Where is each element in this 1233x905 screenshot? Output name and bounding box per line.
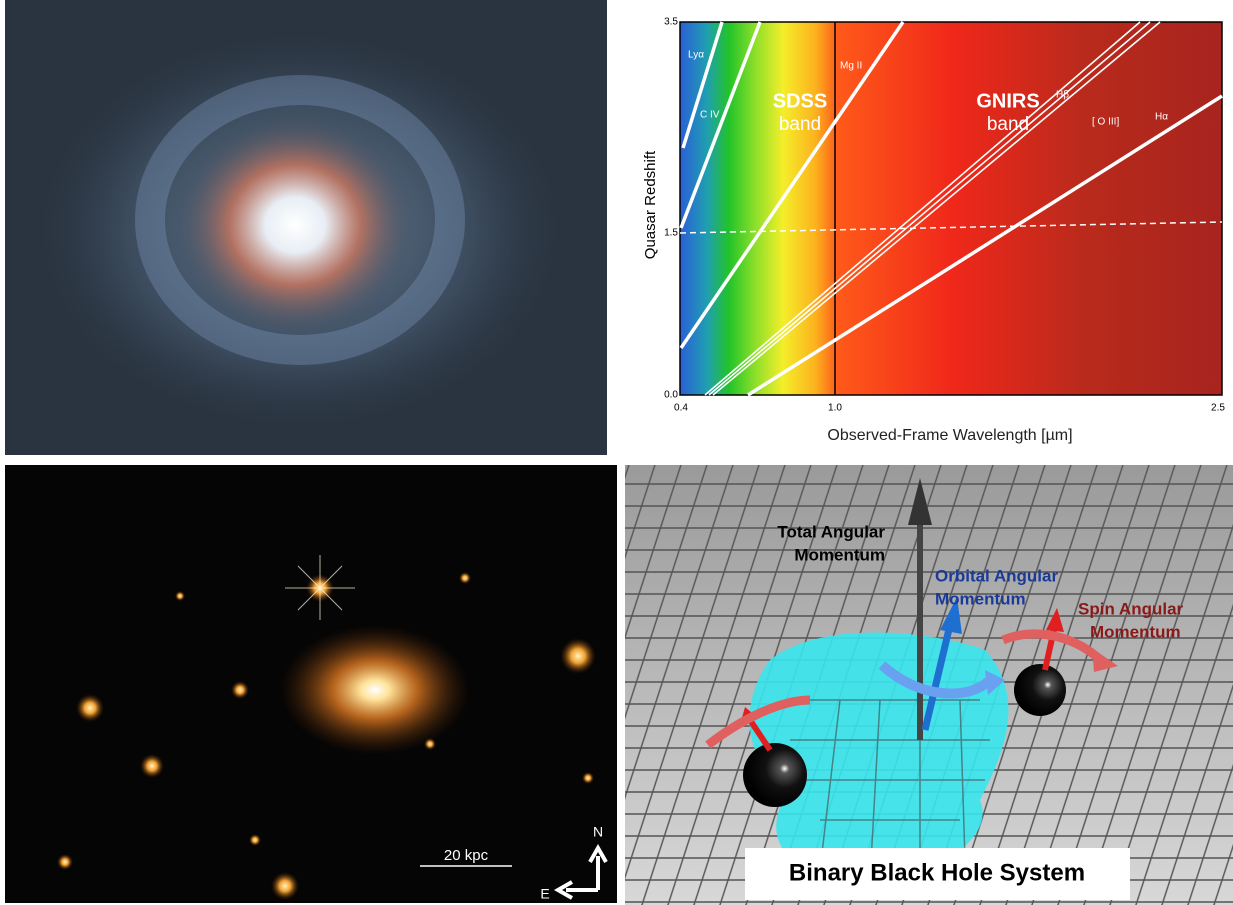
galaxy: [424, 738, 436, 750]
arrowhead: [1046, 608, 1064, 632]
spectral-line: [704, 21, 1141, 396]
line-label: Hβ: [1056, 90, 1069, 101]
compass: [553, 843, 608, 900]
y-tick-label: 3.5: [664, 17, 678, 28]
spectral-line: [679, 21, 905, 349]
arrowhead: [1092, 648, 1118, 672]
black-hole: [743, 743, 807, 807]
black-hole-diagram: [625, 465, 1233, 905]
diagram-label: Orbital Angular: [935, 566, 1058, 585]
x-axis-label: Observed-Frame Wavelength [µm]: [827, 427, 1072, 444]
arrowhead: [908, 478, 932, 525]
line-label: [ O III]: [1092, 117, 1119, 128]
line-label: Mg II: [840, 61, 862, 72]
arrowhead: [985, 670, 1005, 695]
black-hole: [1014, 664, 1066, 716]
galaxy: [560, 638, 596, 674]
spectral-line: [681, 21, 724, 149]
galaxy: [140, 754, 164, 778]
diagram-label: Spin Angular: [1078, 599, 1184, 618]
galaxy: [175, 591, 185, 601]
spin-arrow: [747, 718, 773, 752]
spectral-lines: [679, 21, 1223, 397]
galaxy: [249, 834, 261, 846]
compass-label: N: [593, 824, 603, 840]
galaxies: [57, 555, 596, 900]
orbit-arrow: [878, 661, 994, 699]
central-galaxy: [280, 625, 470, 755]
band-label: band: [779, 114, 821, 135]
line-label: Lyα: [688, 50, 704, 61]
diagram-label: Momentum: [1090, 622, 1181, 641]
y-axis-label: Quasar Redshift: [642, 150, 659, 259]
orbital-momentum-arrow: [921, 624, 954, 731]
plot-area: [679, 21, 1223, 396]
spectral-line: [712, 21, 1161, 396]
diagram-label: Total Angular: [777, 522, 885, 541]
x-tick-label: 1.0: [828, 403, 842, 414]
x-tick-label: 0.4: [674, 403, 688, 414]
line-label: Hα: [1155, 112, 1168, 123]
galaxy: [271, 872, 299, 900]
diagram-title: Binary Black Hole System: [789, 859, 1085, 886]
band-label: GNIRS: [976, 90, 1039, 112]
galaxy: [57, 854, 73, 870]
compass-label: E: [540, 886, 549, 902]
diagram-label: Momentum: [794, 545, 885, 564]
spin-rotation: [705, 695, 811, 749]
spectral-line: [747, 94, 1223, 397]
line-label: C IV: [700, 110, 720, 121]
x-tick-label: 2.5: [1211, 403, 1225, 414]
scale-label: 20 kpc: [444, 847, 489, 864]
spectral-line: [679, 21, 762, 229]
core: [175, 115, 415, 335]
band-label: SDSS: [773, 90, 827, 112]
band-label: band: [987, 114, 1029, 135]
plane-grid: [790, 699, 990, 881]
ring: [135, 75, 465, 365]
diagram-label: Momentum: [935, 589, 1026, 608]
galaxy: [76, 694, 104, 722]
title-box: [745, 848, 1130, 900]
arrowhead: [940, 597, 962, 634]
y-tick-label: 0.0: [664, 390, 678, 401]
galaxy: [582, 772, 594, 784]
star-spikes: [285, 555, 355, 620]
threshold-line: [679, 221, 1223, 234]
galaxy: [459, 572, 471, 584]
spectral-line: [708, 21, 1151, 396]
y-tick-label: 1.5: [664, 228, 678, 239]
galaxy: [231, 681, 249, 699]
